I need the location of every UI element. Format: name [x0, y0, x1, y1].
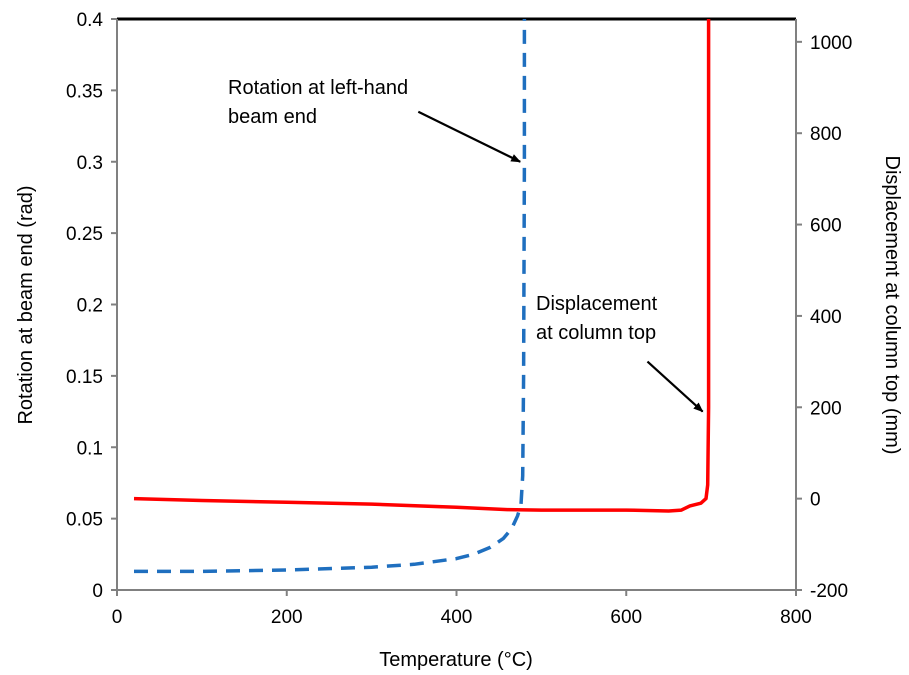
left-y-axis-title: Rotation at beam end (rad): [15, 185, 37, 424]
series-displacement-line: [133, 19, 711, 513]
y-tick-label: 0.3: [77, 153, 103, 174]
annotation-arrow: [646, 360, 704, 413]
series-layer: [133, 19, 711, 574]
y2-tick-label: 200: [810, 398, 842, 419]
x-axis-title: Temperature (°C): [379, 649, 533, 671]
right-y-axis-title: Displacement at column top (mm): [881, 156, 903, 455]
y-tick-label: 0.2: [77, 296, 103, 317]
y2-tick-label: 800: [810, 124, 842, 145]
y-tick-label: 0.15: [66, 367, 103, 388]
x-tick-label: 0: [112, 607, 123, 628]
annotation-label-line: beam end: [228, 106, 317, 128]
x-tick-label: 800: [780, 607, 812, 628]
y-tick-label: 0.35: [66, 81, 103, 102]
x-tick-label: 600: [610, 607, 642, 628]
annotation-layer: Rotation at left-hand beam end Displacemen…: [228, 77, 704, 413]
right-y-axis-ticks: -200 0 200 400 600 800 1000: [796, 33, 852, 602]
series-rotation-line: [134, 19, 527, 574]
annotation-label-line: at column top: [536, 322, 656, 344]
y-tick-label: 0: [92, 581, 103, 602]
y2-tick-label: 400: [810, 307, 842, 328]
x-tick-label: 200: [271, 607, 303, 628]
y-tick-label: 0.1: [77, 438, 103, 459]
left-y-axis-ticks: 0 0.05 0.1 0.15 0.2 0.25 0.3 0.35 0.4: [66, 10, 117, 602]
y-tick-label: 0.25: [66, 224, 103, 245]
y2-tick-label: 1000: [810, 33, 852, 54]
x-tick-label: 400: [441, 607, 473, 628]
annotation-label-line: Rotation at left-hand: [228, 77, 408, 99]
annotation-label-line: Displacement: [536, 293, 658, 315]
y2-tick-label: -200: [810, 581, 848, 602]
y2-tick-label: 600: [810, 216, 842, 237]
annotation-arrow: [417, 110, 522, 163]
x-axis-ticks: 0 200 400 600 800: [112, 590, 812, 628]
y-tick-label: 0.4: [77, 10, 104, 31]
y2-tick-label: 0: [810, 490, 821, 511]
y-tick-label: 0.05: [66, 510, 103, 531]
